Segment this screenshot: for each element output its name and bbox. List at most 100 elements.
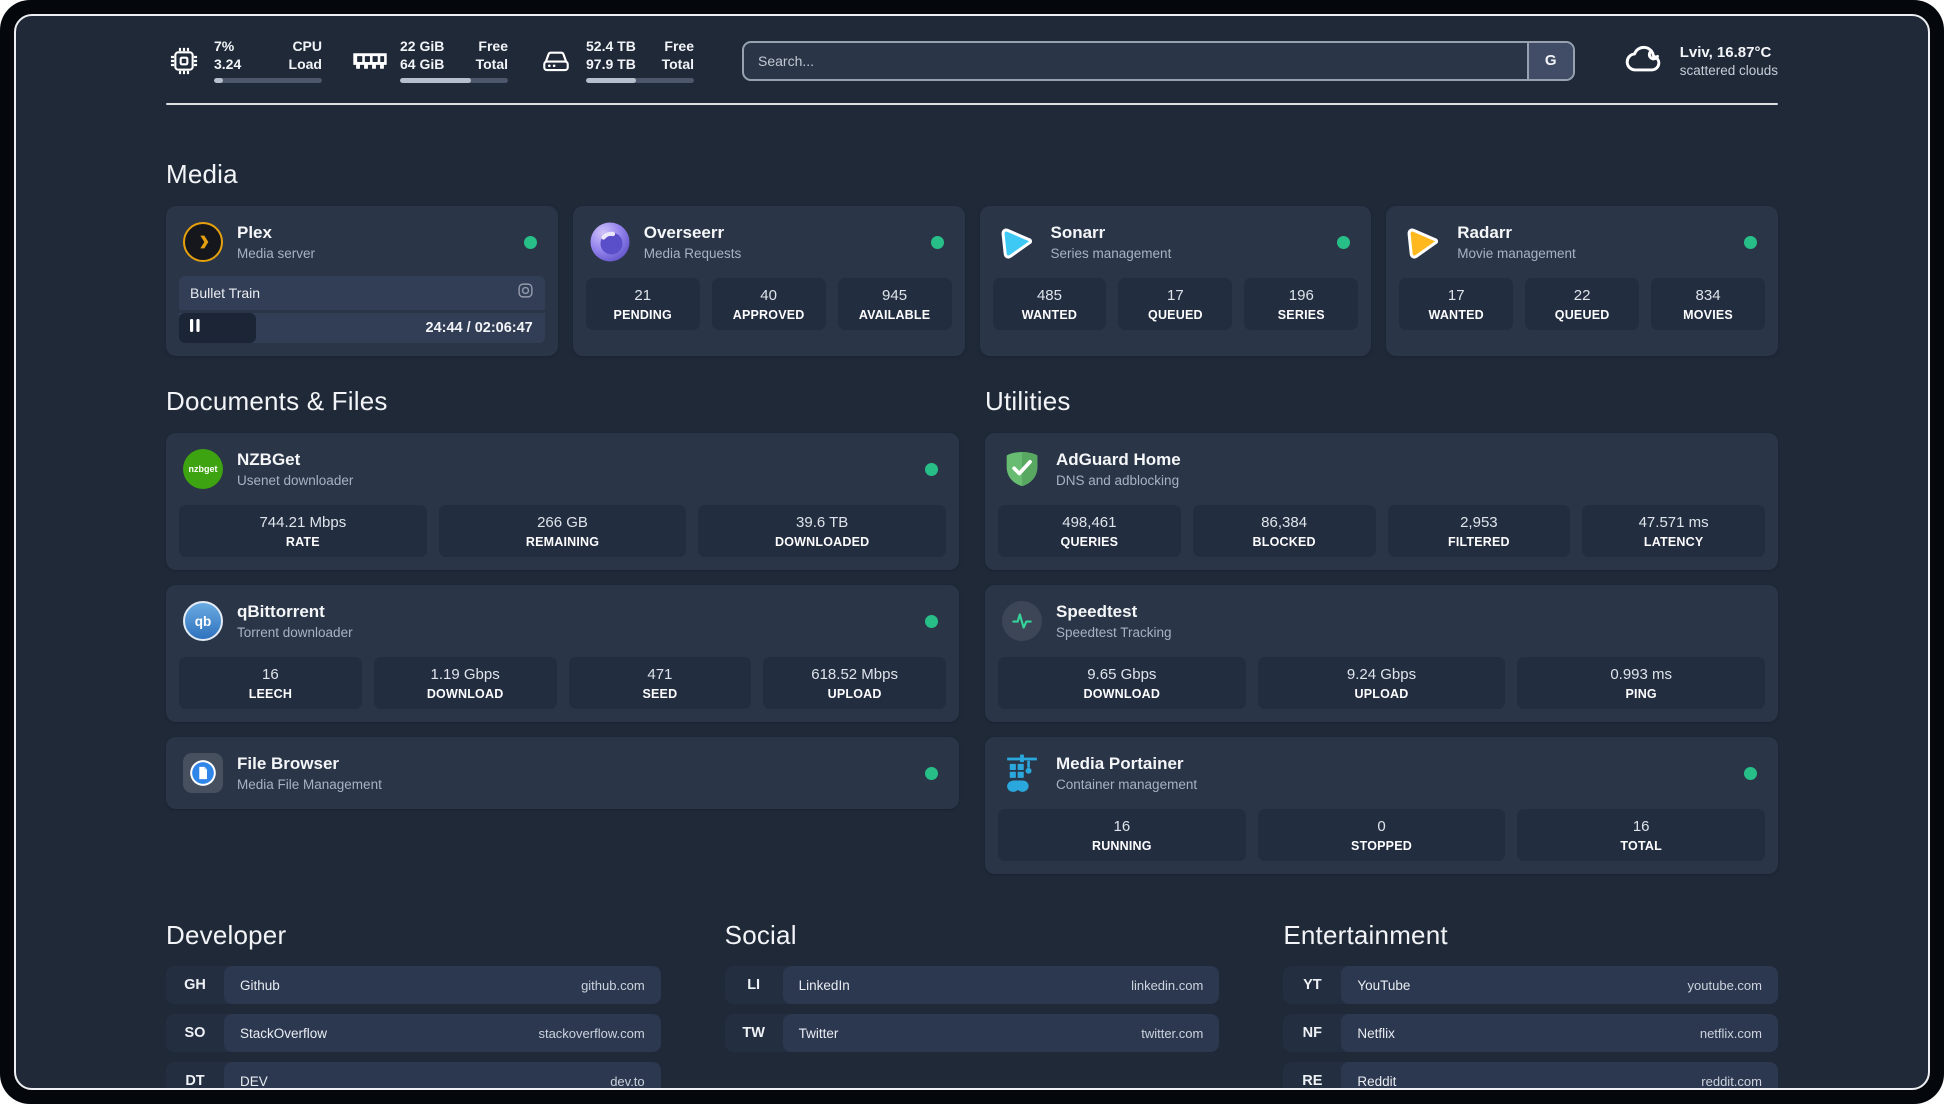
- stat-value: 16: [262, 666, 279, 683]
- stat-value: 618.52 Mbps: [811, 666, 898, 683]
- stat-value-bottom: 64 GiB: [400, 55, 445, 72]
- stat-value: 0: [1377, 818, 1386, 835]
- online-status-dot: [925, 766, 938, 780]
- utilities-cards: AdGuard Home DNS and adblocking 498,461 QUE…: [985, 433, 1778, 874]
- playback-progress-bar[interactable]: 24:44 / 02:06:47: [179, 313, 545, 343]
- app-card-overseerr[interactable]: Overseerr Media Requests 21 PENDING 40 APPROV…: [572, 206, 965, 356]
- app-card-radarr[interactable]: Radarr Movie management 17 WANTED 22 QUEUED 83…: [1386, 206, 1778, 356]
- stat-box: 744.21 Mbps RATE: [179, 505, 427, 557]
- app-card-adguard[interactable]: AdGuard Home DNS and adblocking 498,461 QUE…: [985, 433, 1778, 570]
- media-cards: Plex Media server Bullet Train 24:44 / 02:0…: [166, 206, 1778, 356]
- stat-box: 16 TOTAL: [1517, 809, 1766, 861]
- header-divider: [166, 103, 1778, 105]
- stat-label-top: Free: [664, 38, 694, 54]
- stat-box: 1.19 Gbps DOWNLOAD: [373, 657, 557, 709]
- disk-icon: [538, 45, 574, 77]
- stat-value: 17: [1167, 287, 1184, 304]
- bookmark-url: stackoverflow.com: [538, 1025, 645, 1041]
- online-status-dot: [925, 462, 938, 476]
- app-name: Radarr: [1457, 223, 1513, 242]
- bookmark-stackoverflow[interactable]: SO StackOverflow stackoverflow.com: [166, 1014, 661, 1052]
- app-name: Speedtest: [1056, 602, 1138, 621]
- app-name: qBittorrent: [237, 602, 325, 621]
- bookmark-reddit[interactable]: RE Reddit reddit.com: [1283, 1062, 1778, 1089]
- stat-label: LEECH: [248, 687, 293, 701]
- stat-label-bottom: Total: [661, 55, 694, 72]
- stat-box: 47.571 ms LATENCY: [1582, 505, 1765, 557]
- app-subtitle: Media server: [237, 246, 316, 261]
- radarr-icon: [1402, 221, 1444, 263]
- stat-label: TOTAL: [1620, 839, 1662, 853]
- online-status-dot: [1744, 766, 1757, 780]
- app-name: Media Portainer: [1056, 754, 1184, 773]
- stat-box: 9.65 Gbps DOWNLOAD: [998, 657, 1246, 709]
- now-playing-title: Bullet Train: [190, 285, 261, 301]
- stat-label-top: CPU: [292, 38, 322, 54]
- bookmark-group-title: Entertainment: [1283, 920, 1448, 950]
- bookmark-url: netflix.com: [1699, 1025, 1762, 1041]
- bookmark-dev[interactable]: DT DEV dev.to: [166, 1062, 661, 1088]
- stat-label: DOWNLOAD: [426, 687, 504, 701]
- cpu-icon: [166, 45, 202, 77]
- bookmark-netflix[interactable]: NF Netflix netflix.com: [1283, 1014, 1778, 1052]
- app-name: NZBGet: [237, 450, 301, 469]
- online-status-dot: [925, 614, 938, 628]
- bookmark-url: reddit.com: [1701, 1073, 1762, 1089]
- stat-value: 22: [1573, 287, 1591, 304]
- bookmark-group-title: Developer: [166, 920, 287, 950]
- stat-box: 40 APPROVED: [711, 278, 826, 330]
- bookmark-twitter[interactable]: TW Twitter twitter.com: [724, 1014, 1220, 1052]
- online-status-dot: [930, 235, 944, 249]
- stat-box: 618.52 Mbps UPLOAD: [763, 657, 946, 709]
- portainer-icon: [1001, 752, 1043, 794]
- stat-label: PENDING: [613, 308, 672, 322]
- app-card-plex[interactable]: Plex Media server Bullet Train 24:44 / 02:0…: [166, 206, 558, 356]
- bookmark-linkedin[interactable]: LI LinkedIn linkedin.com: [724, 966, 1220, 1004]
- bookmark-url: twitter.com: [1141, 1025, 1204, 1041]
- search-bar[interactable]: G: [742, 40, 1575, 81]
- stat-box: 17 WANTED: [1399, 278, 1514, 330]
- pause-icon[interactable]: [190, 319, 200, 337]
- stat-value: 16: [1632, 818, 1650, 835]
- stat-label: MOVIES: [1683, 308, 1733, 322]
- search-input[interactable]: [744, 42, 1527, 79]
- stat-box: 266 GB REMAINING: [438, 505, 687, 557]
- section-title-utilities: Utilities: [985, 386, 1071, 416]
- system-stat-cpu: 7% 3.24 CPU Load: [166, 38, 322, 83]
- top-bar: 7% 3.24 CPU Load 22 GiB 64 GiB Free Total 52.4 T…: [166, 36, 1778, 85]
- stat-value: 40: [760, 287, 777, 304]
- overseerr-icon: [589, 221, 631, 263]
- section-utilities: Utilities AdGuard Home DNS and adblocking…: [985, 386, 1778, 874]
- app-card-speedtest[interactable]: Speedtest Speedtest Tracking 9.65 Gbps DOWN…: [985, 585, 1778, 722]
- stat-label: WANTED: [1428, 308, 1484, 322]
- stat-label: RUNNING: [1091, 839, 1152, 853]
- playback-time: 24:44 / 02:06:47: [425, 320, 533, 336]
- documents-cards: nzbget NZBGet Usenet downloader 744.21 Mbps…: [166, 433, 959, 809]
- section-title-media: Media: [166, 159, 238, 189]
- usage-progress-bar: [400, 78, 508, 83]
- search-engine-button[interactable]: G: [1526, 42, 1573, 79]
- app-card-portainer[interactable]: Media Portainer Container management 16 RUN…: [985, 737, 1778, 874]
- bookmark-badge: TW: [742, 1025, 765, 1041]
- bookmark-github[interactable]: GH Github github.com: [166, 966, 661, 1004]
- bookmark-badge: LI: [747, 977, 761, 993]
- bookmark-youtube[interactable]: YT YouTube youtube.com: [1283, 966, 1778, 1004]
- stat-label: DOWNLOADED: [775, 535, 870, 549]
- stat-label: UPLOAD: [827, 687, 882, 701]
- app-card-filebrowser[interactable]: File Browser Media File Management: [166, 737, 959, 809]
- app-card-qbittorrent[interactable]: qb qBittorrent Torrent downloader 16 LEECH 1.…: [166, 585, 959, 722]
- bookmark-name: Netflix: [1357, 1025, 1395, 1041]
- app-card-sonarr[interactable]: Sonarr Series management 485 WANTED 17 QUEUED…: [979, 206, 1372, 356]
- usage-progress-bar: [214, 78, 322, 83]
- nzbget-icon: nzbget: [182, 448, 224, 490]
- app-card-nzbget[interactable]: nzbget NZBGet Usenet downloader 744.21 Mbps…: [166, 433, 959, 570]
- app-subtitle: Usenet downloader: [237, 473, 354, 488]
- bookmark-name: StackOverflow: [240, 1025, 328, 1041]
- stat-value: 2,953: [1460, 514, 1498, 531]
- bookmark-group-developer: Developer GH Github github.com SO StackOverfl…: [166, 920, 661, 1088]
- weather-location-temp: Lviv, 16.87°C: [1679, 43, 1772, 61]
- online-status-dot: [1337, 235, 1351, 249]
- stat-value: 21: [634, 287, 652, 304]
- stat-box: 196 SERIES: [1244, 278, 1359, 330]
